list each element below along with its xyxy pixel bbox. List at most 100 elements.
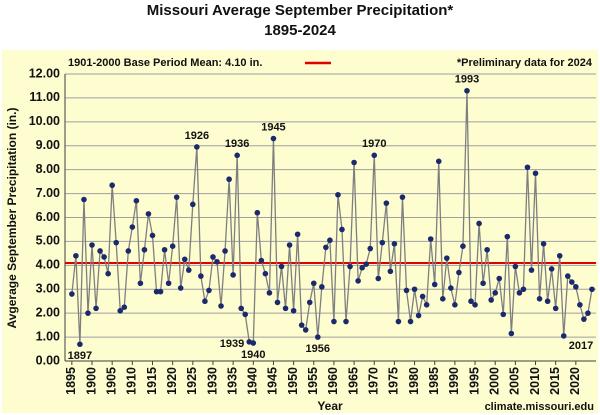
data-point [444,255,450,261]
x-tick-label: 1965 [346,367,360,395]
data-point [314,334,321,340]
data-point [181,256,188,263]
x-tick-label: 1895 [64,367,78,395]
annotation: 1936 [225,138,249,150]
data-point [190,201,196,208]
data-point [552,305,559,312]
y-tick-label: 8.00 [36,162,60,176]
x-tick-label: 1980 [407,367,421,395]
data-point [85,310,91,316]
annotation: 2017 [569,340,593,352]
x-tick-label: 1900 [84,367,98,395]
data-point [214,258,220,265]
data-point [480,280,486,287]
data-point [415,312,422,319]
y-tick-label: 9.00 [36,138,60,152]
data-point [262,270,269,277]
data-point [141,246,148,253]
data-point [492,290,499,296]
data-point [198,273,204,279]
data-point [581,316,587,322]
data-point [560,333,567,339]
data-point [278,263,285,270]
x-tick-label: 1945 [266,367,280,395]
x-tick-label: 1930 [205,367,219,395]
data-point [145,211,152,217]
data-point [359,264,365,271]
data-point [290,307,297,314]
data-point [133,197,140,204]
x-tick-label: 2005 [508,367,522,395]
x-tick-label: 1920 [165,367,179,395]
x-tick-label: 1940 [246,367,260,395]
data-point [234,152,240,159]
data-point [544,298,551,305]
data-point [427,236,434,242]
data-point [161,246,168,253]
data-point [476,220,482,227]
data-point [540,241,547,247]
annotation: 1897 [68,350,92,362]
data-point [274,299,281,306]
data-point [464,87,470,94]
data-point [472,301,478,308]
data-point [69,291,75,297]
data-point [194,144,200,150]
y-tick-label: 12.00 [29,66,60,80]
x-tick-label: 2010 [528,367,542,395]
data-point [573,284,579,290]
note: *Preliminary data for 2024 [457,57,593,69]
annotation: 1970 [362,138,386,150]
data-point [589,286,595,293]
y-tick-label: 0.00 [36,353,60,367]
data-point [488,297,494,303]
data-point [101,254,107,260]
data-point [113,239,120,246]
x-tick-label: 1970 [367,367,381,395]
mean-legend-label: 1901-2000 Base Period Mean: 4.10 in. [68,57,262,69]
annotation: 1939 [220,338,244,350]
x-tick-label: 1995 [467,367,481,395]
data-point [419,293,426,300]
annotation: 1993 [455,74,479,86]
data-point [411,286,418,293]
data-point [266,290,273,296]
data-point [153,288,160,295]
y-tick-label: 1.00 [36,329,60,343]
data-point [399,194,406,200]
y-tick-label: 4.00 [36,258,60,272]
data-point [431,281,438,288]
data-point [81,196,87,203]
data-point [508,330,515,337]
data-point [460,243,466,249]
data-point [331,318,337,325]
data-point [371,152,378,159]
data-point [206,287,212,294]
data-point [468,298,474,305]
data-point [169,243,176,249]
x-tick-label: 2015 [548,367,562,395]
data-point [310,280,317,287]
annotation: 1940 [241,349,265,361]
y-tick-label: 2.00 [36,305,60,319]
chart-subtitle: 1895-2024 [264,22,336,39]
y-axis-title: Avgerage September Precipitation (in.) [5,108,19,329]
x-tick-label: 1905 [104,367,118,395]
source: climate.missouri.edu [485,401,594,413]
data-point [335,191,341,198]
data-point [548,266,555,272]
annotation: 1945 [261,121,285,133]
x-axis-title: Year [317,399,343,413]
data-point [97,248,103,254]
data-point [165,280,172,287]
data-point [137,280,144,287]
data-point [387,268,394,275]
data-point [347,263,353,270]
data-point [89,242,95,248]
data-point [524,164,531,171]
data-point [516,290,523,296]
data-point [500,311,507,318]
data-point [117,307,124,314]
data-point [218,303,224,309]
